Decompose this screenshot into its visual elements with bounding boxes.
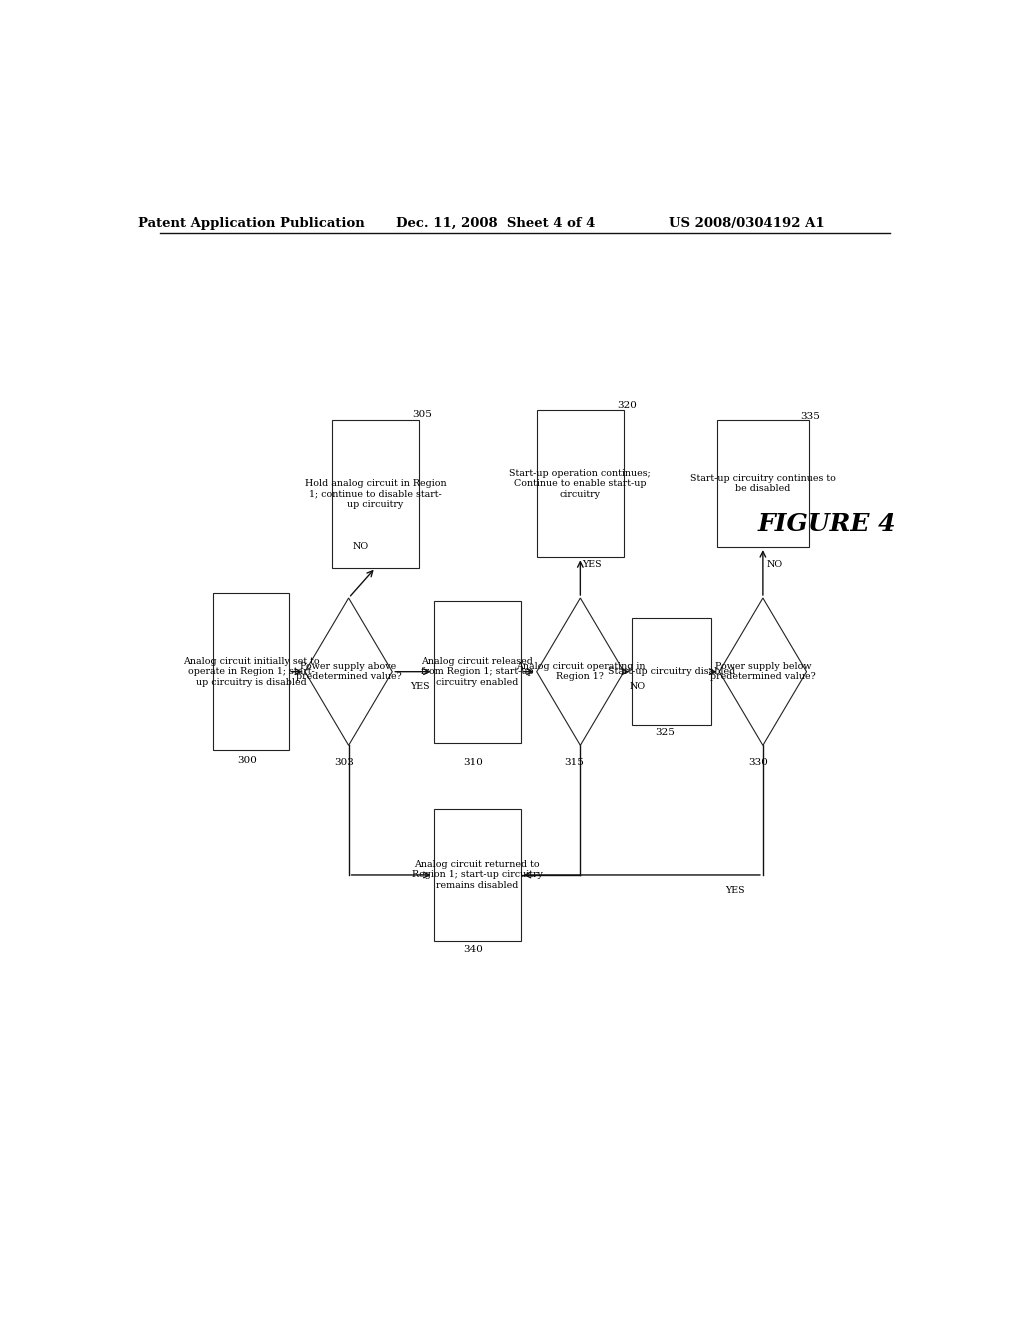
Polygon shape (537, 598, 624, 746)
Text: Analog circuit operating in
Region 1?: Analog circuit operating in Region 1? (516, 663, 645, 681)
Text: 320: 320 (616, 401, 637, 411)
Text: 305: 305 (412, 411, 432, 418)
Text: YES: YES (725, 886, 744, 895)
Text: YES: YES (411, 682, 430, 692)
Polygon shape (305, 598, 392, 746)
Text: US 2008/0304192 A1: US 2008/0304192 A1 (670, 216, 824, 230)
FancyBboxPatch shape (332, 420, 419, 568)
Text: 330: 330 (749, 758, 768, 767)
Text: NO: NO (352, 543, 369, 552)
Text: Analog circuit returned to
Region 1; start-up circuitry
remains disabled: Analog circuit returned to Region 1; sta… (412, 861, 543, 890)
FancyBboxPatch shape (632, 618, 712, 725)
Text: NO: NO (767, 561, 782, 569)
Text: Start-up circuitry disabled: Start-up circuitry disabled (608, 667, 735, 676)
FancyBboxPatch shape (717, 420, 809, 548)
Text: Power supply above
predetermined value?: Power supply above predetermined value? (296, 663, 401, 681)
Text: NO: NO (630, 682, 645, 692)
Text: Power supply below
predetermined value?: Power supply below predetermined value? (710, 663, 816, 681)
Text: FIGURE 4: FIGURE 4 (757, 512, 896, 536)
Text: 335: 335 (800, 412, 820, 421)
Text: Analog circuit initially set to
operate in Region 1; start-
up circuitry is disa: Analog circuit initially set to operate … (182, 657, 319, 686)
Text: 340: 340 (463, 945, 482, 953)
Text: 315: 315 (564, 758, 585, 767)
Text: Start-up operation continues;
Continue to enable start-up
circuitry: Start-up operation continues; Continue t… (510, 469, 651, 499)
Text: 300: 300 (238, 755, 257, 764)
FancyBboxPatch shape (537, 411, 624, 557)
Text: Start-up circuitry continues to
be disabled: Start-up circuitry continues to be disab… (690, 474, 836, 494)
Text: Analog circuit released
from Region 1; start-up
circuitry enabled: Analog circuit released from Region 1; s… (421, 657, 534, 686)
Text: Hold analog circuit in Region
1; continue to disable start-
up circuitry: Hold analog circuit in Region 1; continu… (305, 479, 446, 508)
FancyBboxPatch shape (213, 593, 289, 751)
Text: Patent Application Publication: Patent Application Publication (137, 216, 365, 230)
FancyBboxPatch shape (433, 809, 521, 941)
Text: Dec. 11, 2008  Sheet 4 of 4: Dec. 11, 2008 Sheet 4 of 4 (395, 216, 595, 230)
FancyBboxPatch shape (433, 601, 521, 743)
Polygon shape (719, 598, 807, 746)
Text: YES: YES (583, 561, 602, 569)
Text: 310: 310 (463, 758, 482, 767)
Text: 325: 325 (655, 729, 676, 737)
Text: 303: 303 (334, 758, 354, 767)
